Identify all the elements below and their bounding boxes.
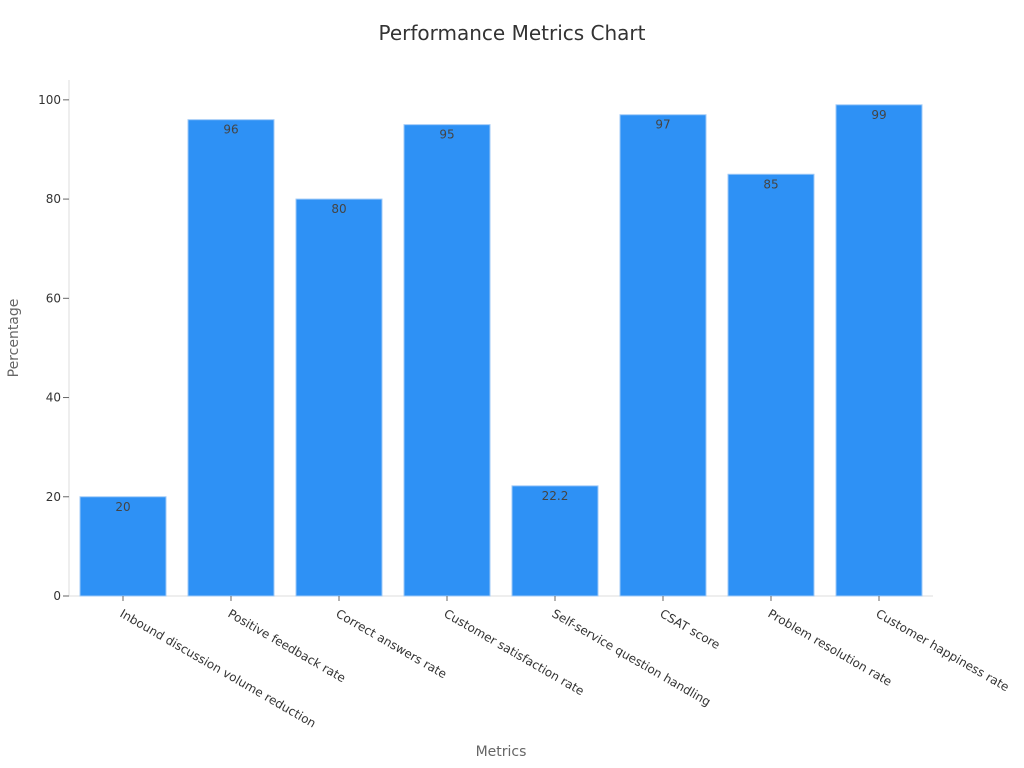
y-axis-title: Percentage: [6, 299, 22, 378]
bar-value-label: 97: [655, 118, 670, 132]
bar: [835, 104, 923, 597]
x-tick-label: Correct answers rate: [334, 606, 450, 681]
bar: [727, 173, 815, 597]
x-tick-label: Positive feedback rate: [226, 606, 349, 685]
bar-value-label: 85: [763, 177, 778, 191]
bar-value-label: 20: [115, 500, 130, 514]
y-tick-label: 40: [46, 391, 61, 405]
bar-value-label: 80: [331, 202, 346, 216]
y-tick-label: 60: [46, 291, 61, 305]
x-tick-label: Customer happiness rate: [874, 606, 1012, 694]
y-tick-label: 0: [53, 589, 61, 603]
y-tick-label: 20: [46, 490, 61, 504]
bar-value-label: 96: [223, 123, 238, 137]
bar-value-label: 99: [871, 108, 886, 122]
bar-value-label: 95: [439, 128, 454, 142]
chart-title: Performance Metrics Chart: [378, 21, 645, 45]
bar: [511, 485, 599, 597]
bar: [187, 119, 275, 597]
bar: [403, 124, 491, 597]
y-tick-label: 100: [38, 93, 61, 107]
bar: [619, 114, 707, 597]
x-axis-title: Metrics: [476, 744, 527, 760]
bar: [79, 496, 167, 597]
y-tick-label: 80: [46, 192, 61, 206]
plot-area: 0 20 40 60 80 100 20 Inbound discussion volume …: [38, 80, 1012, 731]
x-tick-label: Inbound discussion volume reduction: [118, 606, 319, 730]
bar: [295, 198, 383, 597]
bar-value-label: 22.2: [542, 489, 569, 503]
x-tick-label: CSAT score: [658, 606, 723, 652]
